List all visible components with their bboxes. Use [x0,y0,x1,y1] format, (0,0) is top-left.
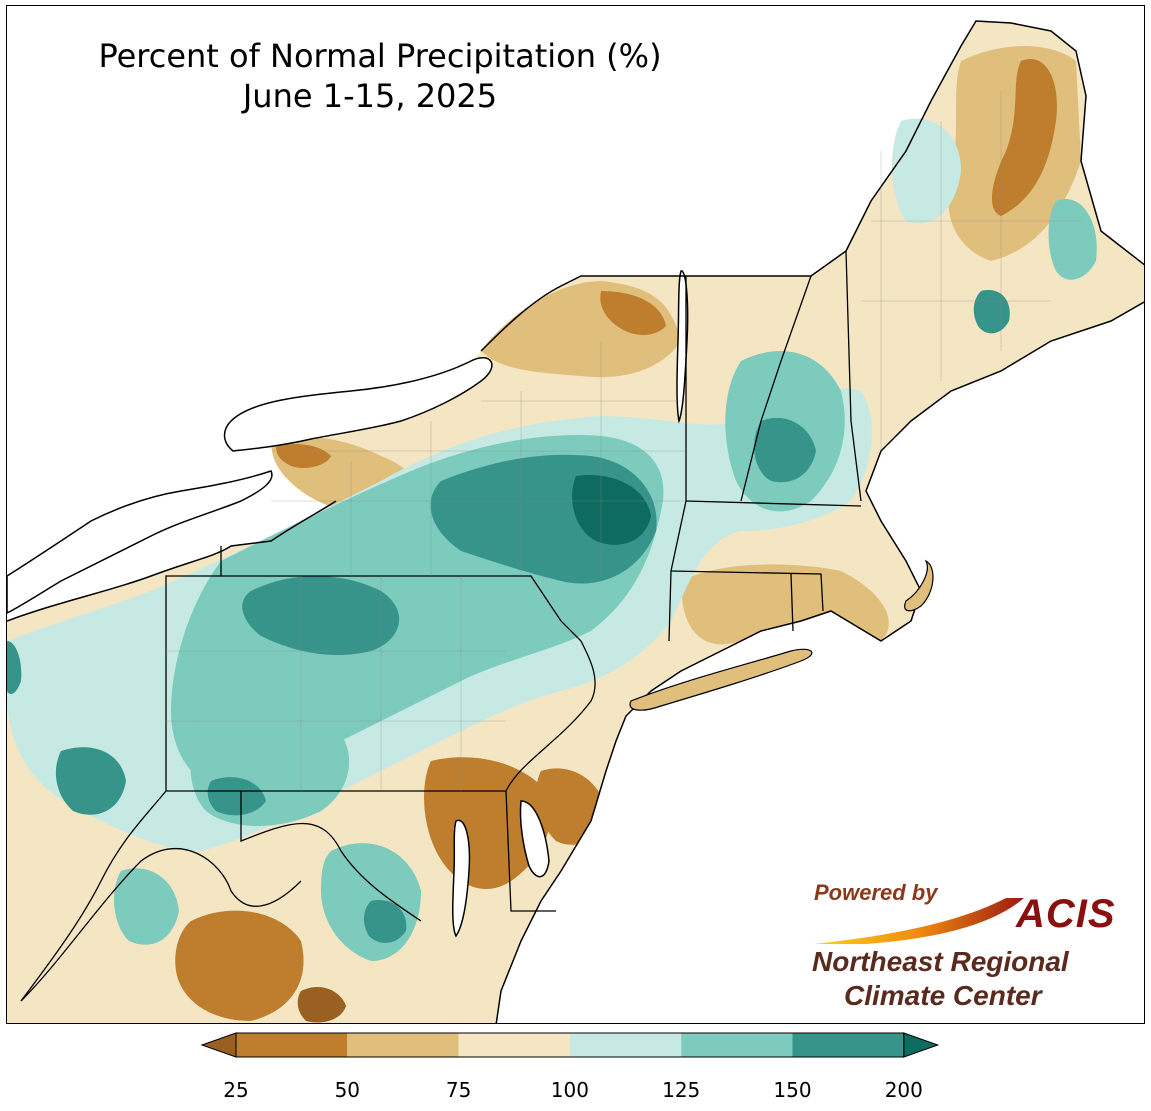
ohio-border [20,790,167,1002]
coastline [7,20,1144,622]
md-wv-border [240,791,422,922]
colorbar-tick-label: 200 [884,1078,923,1102]
dry-patch-virginia [297,986,346,1023]
org-name-line1: Northeast Regional [812,946,1069,977]
chesapeake-bay [452,819,471,938]
ny-pa-border [221,575,582,642]
colorbar-tick-label: 150 [773,1078,812,1102]
colorbar [200,1032,940,1058]
colorbar-under-arrow [200,1032,237,1058]
precipitation-map [7,20,1144,1023]
lake-erie [7,470,273,614]
water-bodies [7,270,689,938]
colorbar-segment [347,1033,459,1057]
acis-nrcc-logo: Powered by ACIS Northeast Regional Clima… [806,878,1126,1011]
wet-sw-pa-core [207,777,266,816]
colorbar-border [235,1032,905,1058]
pa-nj-border [505,640,596,792]
colorbar-tick-label: 125 [662,1078,701,1102]
ma-north-border [685,500,862,507]
wet-peak-central-ny [572,475,651,545]
dry-patch-western-ny-core [276,444,331,468]
colorbar-tick-label: 100 [550,1078,589,1102]
colorbar-segment [792,1033,904,1057]
colorbar-segment [569,1033,682,1057]
wet-maine-coast [1048,199,1097,280]
org-name-line2: Climate Center [844,980,1042,1011]
wet-west-virginia [55,747,126,815]
map-subtitle-date: June 1-15, 2025 [242,77,498,115]
cape-cod [904,559,934,612]
lake-champlain [676,270,689,424]
dry-patch-maine-core [991,59,1057,216]
wet-virginia [114,868,179,945]
dry-patch-southwest [175,910,304,1021]
nh-me-border [845,250,862,502]
colorbar-tick-label: 75 [445,1078,472,1102]
vt-nh-border [740,275,812,502]
pa-west-border [165,546,222,791]
colorbar-segment [681,1033,793,1057]
map-frame [6,5,1145,1024]
long-island [629,648,813,711]
map-title: Percent of Normal Precipitation (%) [98,37,662,75]
wet-maryland-core [363,900,407,943]
colorbar-tick-label: 50 [334,1078,361,1102]
wet-west-edge [7,641,22,694]
wet-new-hampshire-core [754,417,816,483]
wet-regions [7,118,1097,961]
colorbar-tick-label: 25 [223,1078,249,1102]
md-de-border [505,790,556,912]
lake-ontario [223,357,493,452]
acis-swoosh-graphic [814,898,1024,944]
wv-va-border [20,848,302,1002]
colorbar-segment [458,1033,570,1057]
dry-patch-north-ny-core [600,291,666,336]
ma-south-border [670,570,824,612]
colorbar-over-arrow [903,1032,940,1058]
acis-wordmark: ACIS [1016,892,1116,936]
atlantic-ocean [495,301,1144,1023]
colorbar-segment [236,1033,348,1057]
delaware-bay [519,800,550,878]
wet-max-pa [242,576,400,656]
county-lines [166,91,1081,791]
ct-ri-border [790,573,794,632]
state-boundaries [20,250,862,1002]
ny-ne-border [668,276,687,642]
powered-by-label: Powered by [814,880,938,905]
